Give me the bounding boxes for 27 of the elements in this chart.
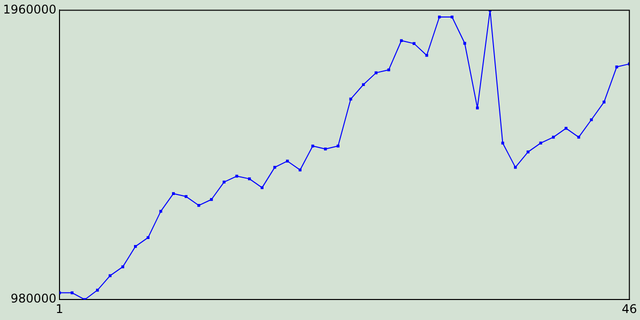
- point: [514, 166, 517, 169]
- x-tick-label: 1: [56, 302, 64, 316]
- point: [387, 68, 390, 72]
- point: [374, 71, 378, 74]
- point: [197, 204, 200, 207]
- point: [248, 177, 251, 180]
- point: [235, 174, 238, 178]
- point: [476, 106, 479, 110]
- point: [438, 16, 441, 18]
- point: [349, 98, 352, 100]
- y-tick-label: 980000: [10, 292, 56, 306]
- point: [70, 291, 74, 294]
- point: [311, 144, 314, 148]
- point: [400, 39, 403, 42]
- point: [590, 118, 593, 122]
- point: [539, 142, 542, 144]
- y-tick-label: 1960000: [2, 2, 56, 16]
- point: [425, 54, 428, 57]
- x-tick-label: 46: [622, 302, 638, 316]
- point: [615, 65, 618, 68]
- point: [96, 288, 99, 292]
- point: [564, 126, 568, 130]
- point: [108, 274, 112, 278]
- point: [552, 136, 555, 139]
- point: [260, 186, 264, 190]
- point: [501, 142, 504, 144]
- point: [362, 83, 365, 86]
